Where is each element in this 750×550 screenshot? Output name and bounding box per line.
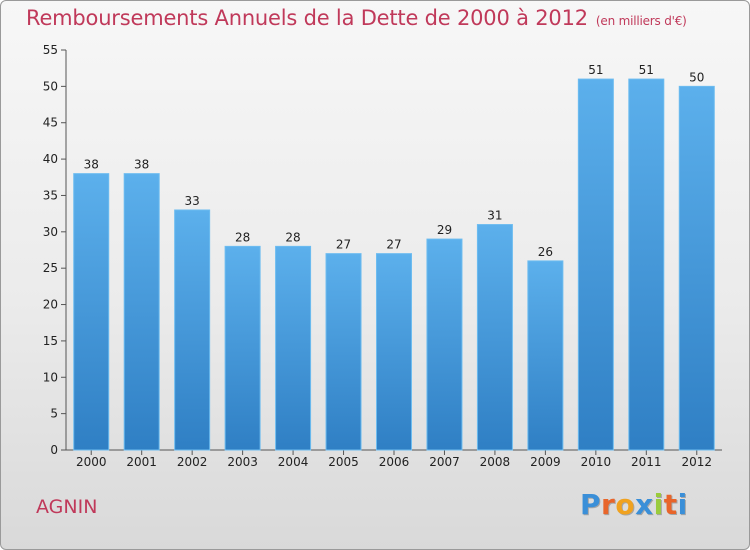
x-tick-label: 2003 xyxy=(227,455,258,469)
bar xyxy=(325,253,362,451)
bar xyxy=(174,209,211,451)
bar xyxy=(224,245,261,451)
chart-subtitle: (en milliers d'€) xyxy=(595,14,687,28)
bar xyxy=(426,238,463,451)
x-tick-label: 2006 xyxy=(379,455,410,469)
bar-value-label: 28 xyxy=(235,230,250,244)
chart-title-text: Remboursements Annuels de la Dette de 20… xyxy=(26,6,588,30)
x-tick-label: 2000 xyxy=(76,455,107,469)
bar xyxy=(123,173,160,451)
y-tick-label: 10 xyxy=(43,370,58,384)
x-tick-label: 2002 xyxy=(177,455,208,469)
logo-letter: P xyxy=(580,488,602,521)
logo-letter: i xyxy=(653,488,664,521)
bar-value-label: 38 xyxy=(134,158,149,172)
bar-value-label: 29 xyxy=(437,223,452,237)
x-tick-label: 2012 xyxy=(681,455,712,469)
x-tick-label: 2005 xyxy=(328,455,359,469)
y-tick-label: 55 xyxy=(43,43,58,57)
x-tick-label: 2007 xyxy=(429,455,460,469)
logo-letter: x xyxy=(635,488,654,521)
bar-value-label: 28 xyxy=(285,230,300,244)
y-tick-label: 15 xyxy=(43,334,58,348)
bar xyxy=(577,78,614,451)
y-tick-label: 50 xyxy=(43,79,58,93)
bar-value-label: 51 xyxy=(588,63,603,77)
y-tick-label: 20 xyxy=(43,298,58,312)
x-tick-label: 2001 xyxy=(126,455,157,469)
bar xyxy=(527,260,564,451)
commune-name: AGNIN xyxy=(36,496,98,518)
y-tick-label: 35 xyxy=(43,188,58,202)
bar-value-label: 27 xyxy=(386,238,401,252)
logo-letter: t xyxy=(663,488,678,521)
proxiti-logo: Proxiti xyxy=(580,488,688,521)
y-tick-label: 25 xyxy=(43,261,58,275)
bar xyxy=(73,173,110,451)
bar xyxy=(275,245,312,451)
logo-letter: r xyxy=(601,488,616,521)
x-tick-label: 2008 xyxy=(480,455,511,469)
y-tick-label: 0 xyxy=(50,443,58,457)
bar xyxy=(678,85,715,451)
bar-value-label: 27 xyxy=(336,238,351,252)
bar-value-label: 50 xyxy=(689,70,704,84)
bar-value-label: 31 xyxy=(487,209,502,223)
bar xyxy=(476,224,513,451)
y-tick-label: 40 xyxy=(43,152,58,166)
x-tick-label: 2010 xyxy=(581,455,612,469)
x-tick-label: 2011 xyxy=(631,455,662,469)
bar-value-label: 33 xyxy=(185,194,200,208)
bar-value-label: 38 xyxy=(84,158,99,172)
bar-value-label: 51 xyxy=(639,63,654,77)
y-tick-label: 30 xyxy=(43,225,58,239)
bar xyxy=(376,253,412,451)
chart-title: Remboursements Annuels de la Dette de 20… xyxy=(26,6,687,30)
x-tick-label: 2009 xyxy=(530,455,561,469)
x-tick-label: 2004 xyxy=(278,455,309,469)
y-tick-label: 45 xyxy=(43,116,58,130)
bar xyxy=(628,78,665,451)
logo-letter: o xyxy=(615,488,636,521)
y-tick-label: 5 xyxy=(50,407,58,421)
bar-value-label: 26 xyxy=(538,245,553,259)
logo-letter: i xyxy=(677,488,688,521)
